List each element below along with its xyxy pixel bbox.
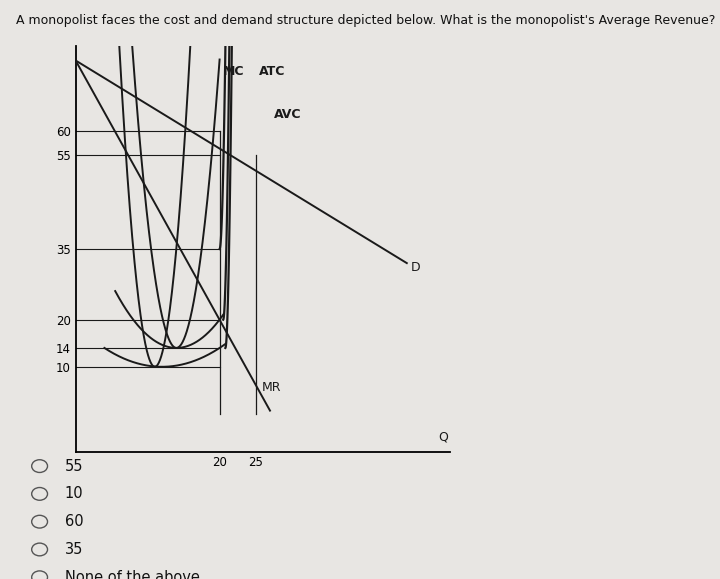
Text: None of the above: None of the above bbox=[65, 570, 199, 579]
Text: 10: 10 bbox=[65, 486, 84, 501]
Text: MR: MR bbox=[261, 382, 281, 394]
Text: ATC: ATC bbox=[259, 65, 286, 78]
Text: AVC: AVC bbox=[274, 108, 301, 120]
Text: 35: 35 bbox=[65, 542, 84, 557]
Text: 60: 60 bbox=[65, 514, 84, 529]
Text: 55: 55 bbox=[65, 459, 84, 474]
Text: A monopolist faces the cost and demand structure depicted below. What is the mon: A monopolist faces the cost and demand s… bbox=[16, 14, 715, 27]
Text: Q: Q bbox=[438, 431, 448, 444]
Text: MC: MC bbox=[223, 65, 245, 78]
Text: D: D bbox=[410, 261, 420, 274]
